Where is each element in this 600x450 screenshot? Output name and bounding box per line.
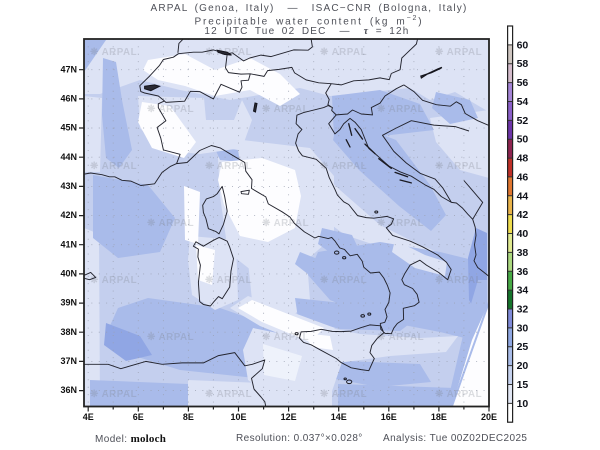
svg-text:14E: 14E xyxy=(331,412,347,422)
svg-text:❋ ARPAL: ❋ ARPAL xyxy=(205,161,252,172)
svg-text:43N: 43N xyxy=(60,181,77,191)
svg-text:❋ ARPAL: ❋ ARPAL xyxy=(435,275,482,286)
svg-text:❋ ARPAL: ❋ ARPAL xyxy=(205,47,252,58)
svg-text:36N: 36N xyxy=(60,385,77,395)
svg-text:4E: 4E xyxy=(83,412,94,422)
svg-text:36: 36 xyxy=(517,266,529,278)
svg-text:❋ ARPAL: ❋ ARPAL xyxy=(262,332,309,343)
svg-text:42N: 42N xyxy=(60,210,77,220)
svg-text:❋ ARPAL: ❋ ARPAL xyxy=(90,161,137,172)
svg-text:42: 42 xyxy=(517,209,529,221)
svg-text:40N: 40N xyxy=(60,269,77,279)
svg-text:❋ ARPAL: ❋ ARPAL xyxy=(320,389,367,400)
svg-text:45N: 45N xyxy=(60,123,77,133)
svg-text:44N: 44N xyxy=(60,152,77,162)
svg-text:❋ ARPAL: ❋ ARPAL xyxy=(377,104,424,115)
svg-text:❋ ARPAL: ❋ ARPAL xyxy=(205,275,252,286)
svg-text:❋ ARPAL: ❋ ARPAL xyxy=(320,161,367,172)
svg-text:❋ ARPAL: ❋ ARPAL xyxy=(320,47,367,58)
svg-text:44: 44 xyxy=(517,190,529,202)
svg-text:20: 20 xyxy=(517,360,529,372)
svg-text:52: 52 xyxy=(517,115,529,127)
svg-text:47N: 47N xyxy=(60,64,77,74)
svg-text:❋ ARPAL: ❋ ARPAL xyxy=(147,218,194,229)
svg-text:15: 15 xyxy=(517,379,529,391)
svg-text:54: 54 xyxy=(517,96,529,108)
svg-text:10E: 10E xyxy=(230,412,246,422)
svg-text:❋ ARPAL: ❋ ARPAL xyxy=(90,275,137,286)
svg-text:46: 46 xyxy=(517,171,529,183)
svg-text:38N: 38N xyxy=(60,327,77,337)
svg-text:❋ ARPAL: ❋ ARPAL xyxy=(147,332,194,343)
svg-text:41N: 41N xyxy=(60,239,77,249)
svg-text:12E: 12E xyxy=(281,412,297,422)
svg-text:46N: 46N xyxy=(60,94,77,104)
svg-text:❋ ARPAL: ❋ ARPAL xyxy=(262,218,309,229)
svg-text:40: 40 xyxy=(517,228,529,240)
svg-text:❋ ARPAL: ❋ ARPAL xyxy=(377,218,424,229)
svg-text:❋ ARPAL: ❋ ARPAL xyxy=(435,161,482,172)
svg-text:34: 34 xyxy=(517,285,529,297)
svg-text:38: 38 xyxy=(517,247,529,259)
svg-text:32: 32 xyxy=(517,304,529,316)
svg-text:6E: 6E xyxy=(133,412,144,422)
svg-text:❋ ARPAL: ❋ ARPAL xyxy=(320,275,367,286)
svg-text:50: 50 xyxy=(517,134,529,146)
svg-text:30: 30 xyxy=(517,322,529,334)
svg-text:20E: 20E xyxy=(481,412,497,422)
svg-text:❋ ARPAL: ❋ ARPAL xyxy=(262,104,309,115)
svg-text:16E: 16E xyxy=(381,412,397,422)
svg-text:10: 10 xyxy=(517,398,529,410)
svg-text:25: 25 xyxy=(517,341,529,353)
svg-text:❋ ARPAL: ❋ ARPAL xyxy=(90,47,137,58)
svg-text:❋ ARPAL: ❋ ARPAL xyxy=(147,104,194,115)
svg-text:❋ ARPAL: ❋ ARPAL xyxy=(435,47,482,58)
svg-text:❋ ARPAL: ❋ ARPAL xyxy=(435,389,482,400)
svg-text:18E: 18E xyxy=(431,412,447,422)
svg-text:❋ ARPAL: ❋ ARPAL xyxy=(205,389,252,400)
svg-text:8E: 8E xyxy=(183,412,194,422)
svg-text:39N: 39N xyxy=(60,298,77,308)
svg-text:60: 60 xyxy=(517,39,529,51)
svg-text:37N: 37N xyxy=(60,356,77,366)
svg-text:58: 58 xyxy=(517,58,529,70)
svg-text:❋ ARPAL: ❋ ARPAL xyxy=(90,389,137,400)
svg-text:❋ ARPAL: ❋ ARPAL xyxy=(377,332,424,343)
svg-text:56: 56 xyxy=(517,77,529,89)
svg-text:48: 48 xyxy=(517,153,529,165)
